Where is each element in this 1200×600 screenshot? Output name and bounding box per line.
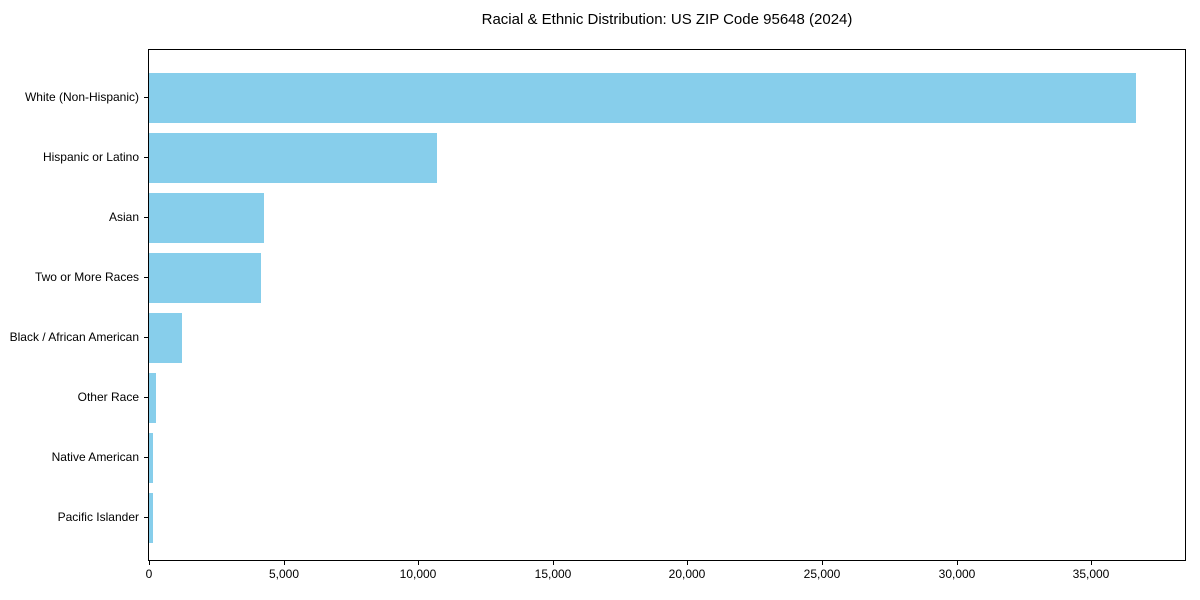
plot-area [148,49,1186,561]
y-axis-label-other-race: Other Race [77,390,139,404]
x-tick-label-30000: 30,000 [938,567,976,581]
x-tick-mark [1091,561,1092,565]
y-axis-label-hispanic-or-latino: Hispanic or Latino [42,150,139,164]
y-tick-mark [144,397,148,398]
x-tick-mark [284,561,285,565]
bar-hispanic-or-latino [149,133,437,183]
x-tick-mark [822,561,823,565]
y-axis-label-black-african-american: Black / African American [9,330,139,344]
x-tick-label-15000: 15,000 [534,567,572,581]
x-tick-label-10000: 10,000 [399,567,437,581]
y-axis-label-two-or-more-races: Two or More Races [34,270,139,284]
x-tick-label-0: 0 [145,567,153,581]
x-tick-mark [957,561,958,565]
y-tick-mark [144,277,148,278]
bar-asian [149,193,264,243]
bar-native-american [149,433,153,483]
x-tick-label-35000: 35,000 [1072,567,1110,581]
x-tick-label-20000: 20,000 [668,567,706,581]
x-tick-mark [687,561,688,565]
y-axis-label-native-american: Native American [51,450,139,464]
y-tick-mark [144,457,148,458]
bar-other-race [149,373,156,423]
bar-black-african-american [149,313,182,363]
bar-two-or-more-races [149,253,261,303]
y-tick-mark [144,517,148,518]
y-tick-mark [144,217,148,218]
y-axis-label-asian: Asian [108,210,139,224]
y-tick-mark [144,97,148,98]
bar-pacific-islander [149,493,153,543]
x-tick-mark [149,561,150,565]
bar-white-non-hispanic [149,73,1136,123]
y-axis-label-pacific-islander: Pacific Islander [57,510,139,524]
x-tick-label-5000: 5,000 [268,567,300,581]
x-tick-mark [553,561,554,565]
y-tick-mark [144,157,148,158]
chart-title: Racial & Ethnic Distribution: US ZIP Cod… [481,11,853,28]
x-tick-label-25000: 25,000 [803,567,841,581]
y-axis-label-white-non-hispanic: White (Non-Hispanic) [24,90,139,104]
x-tick-mark [418,561,419,565]
y-tick-mark [144,337,148,338]
